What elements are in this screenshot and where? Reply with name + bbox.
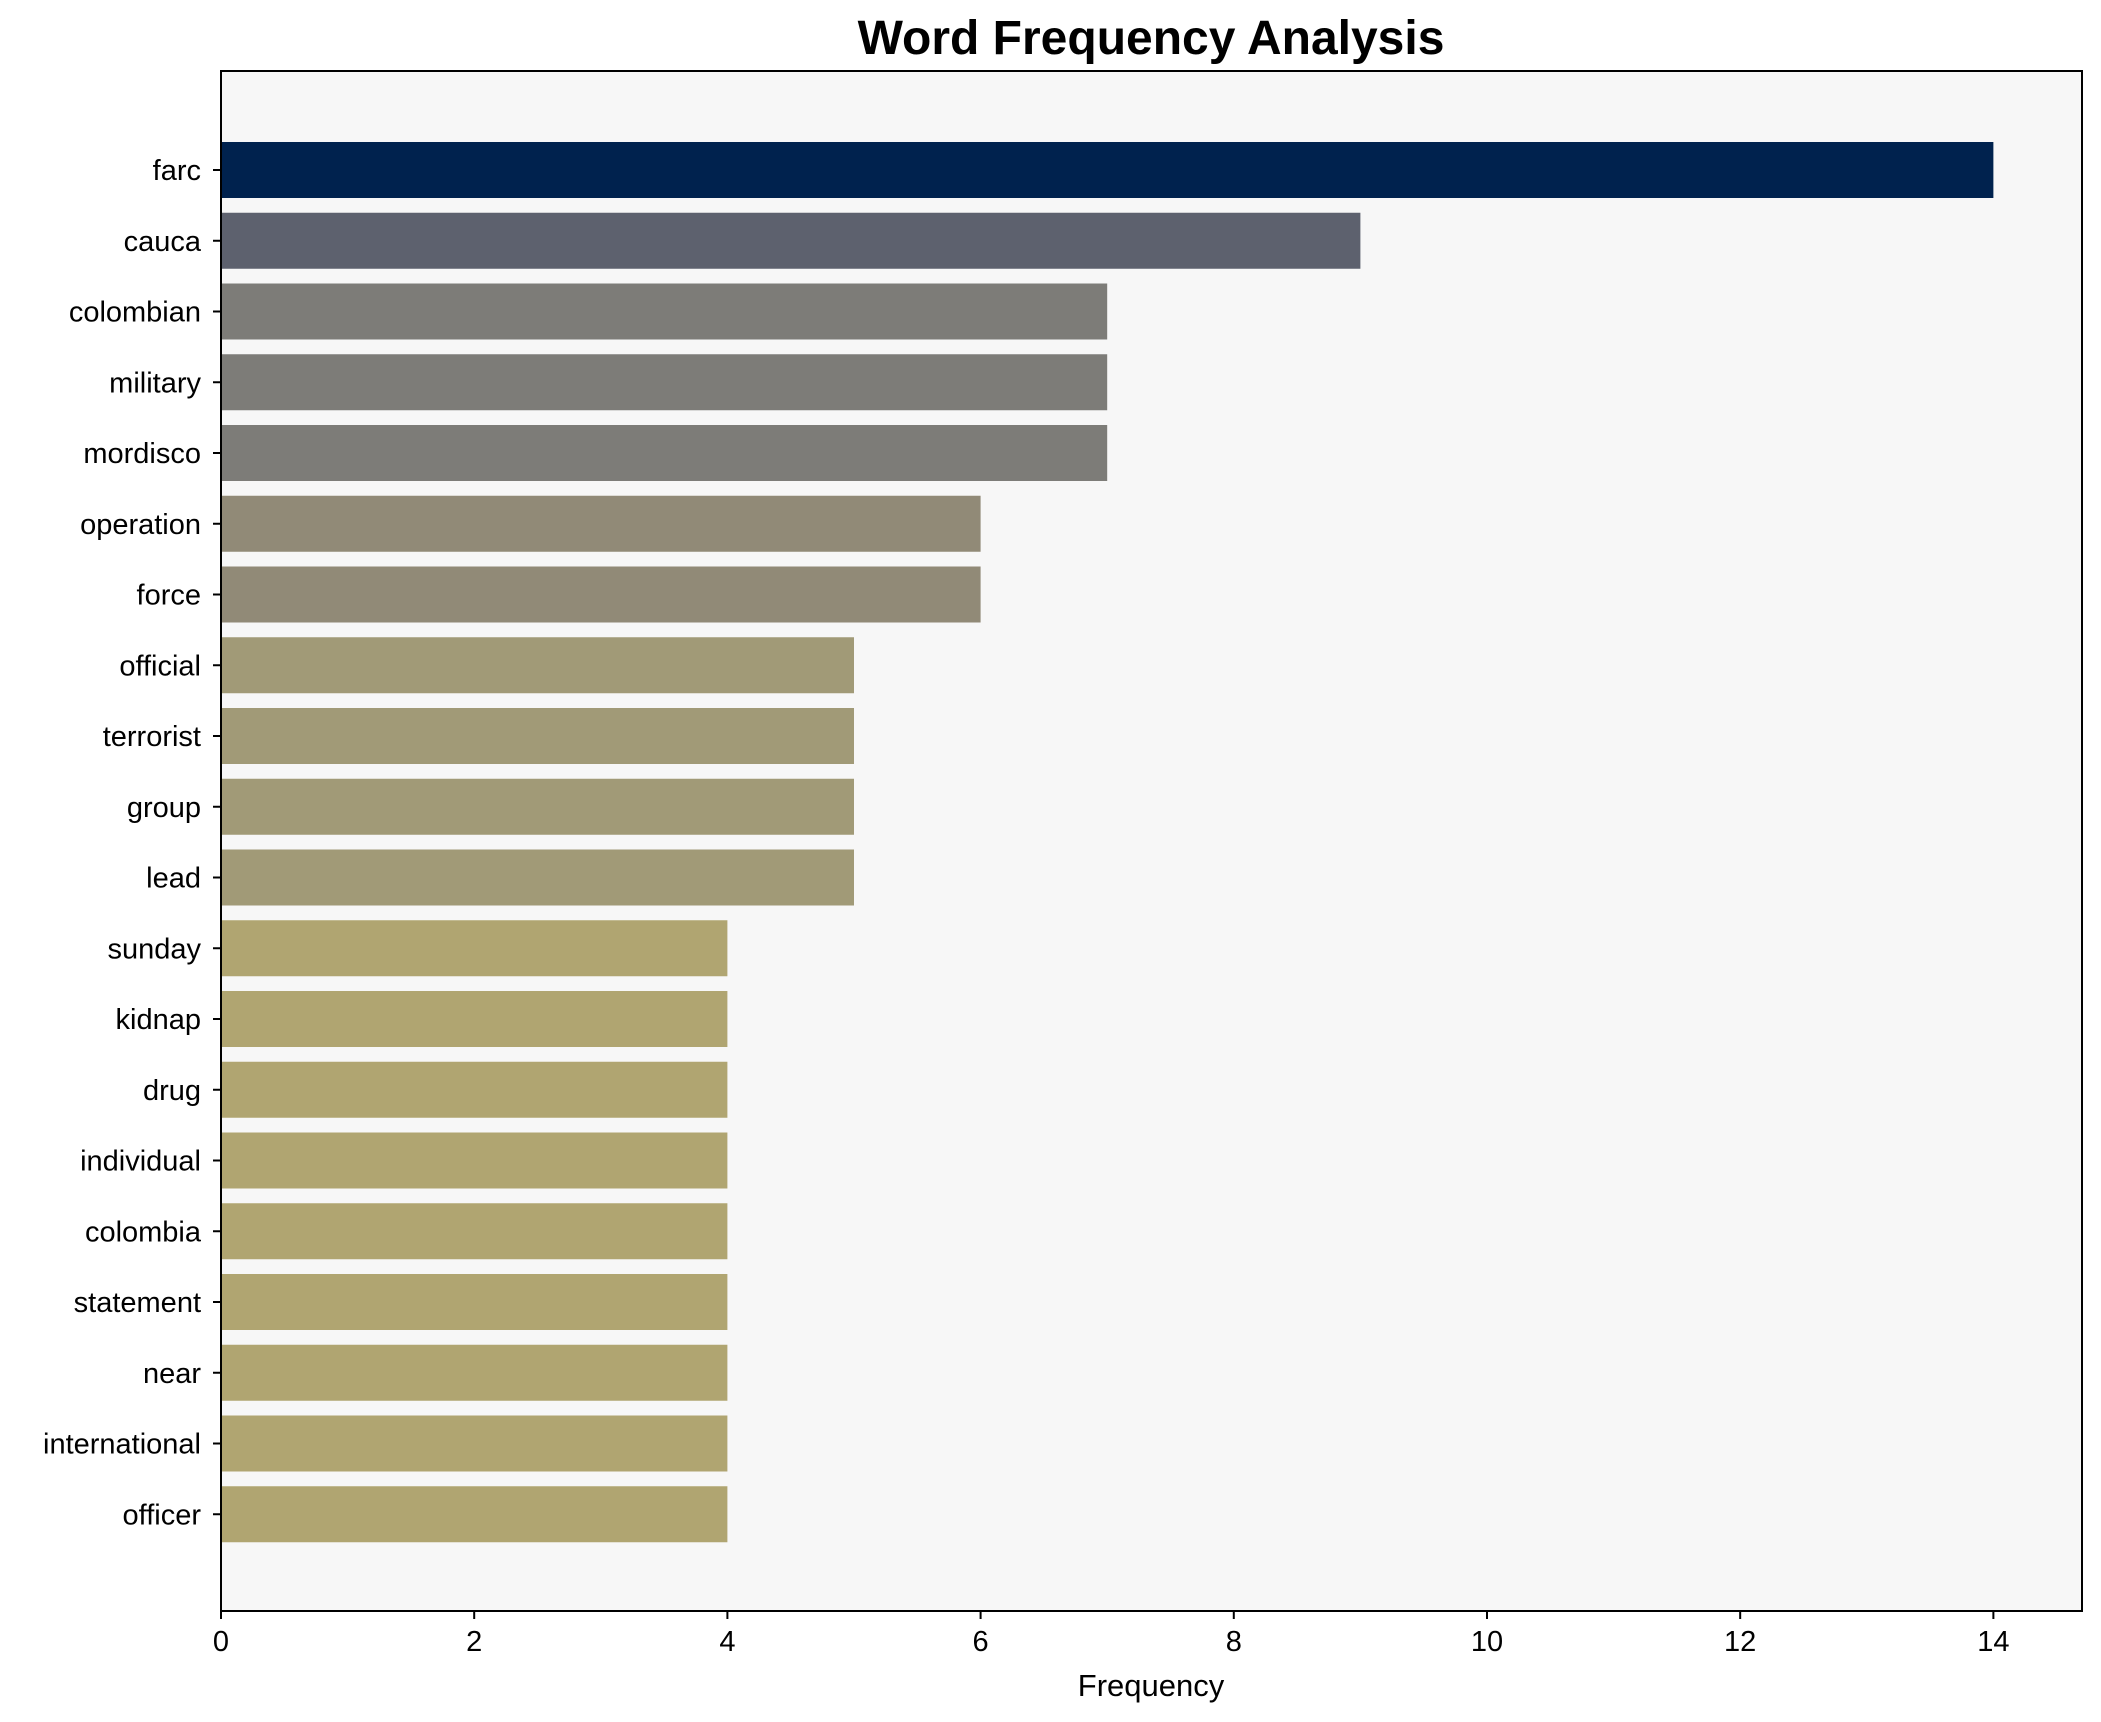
x-axis-title: Frequency [1078,1668,1225,1703]
x-tick-label: 14 [1977,1626,2009,1658]
y-tick-label-colombian: colombian [69,297,201,329]
bar-official [221,637,854,694]
bar-operation [221,495,981,552]
x-tick-label: 10 [1471,1626,1503,1658]
chart-title: Word Frequency Analysis [858,12,1445,65]
x-tick-label: 12 [1724,1626,1756,1658]
bar-international [221,1415,728,1472]
y-tick-label-officer: officer [123,1499,202,1531]
bar-cauca [221,212,1361,269]
y-tick-label-military: military [109,367,201,399]
bar-military [221,354,1108,411]
y-tick-label-mordisco: mordisco [83,438,201,470]
bar-near [221,1344,728,1401]
y-tick-label-near: near [143,1358,201,1390]
plot-frame [220,70,2083,1612]
y-tick-label-international: international [43,1429,201,1461]
bar-sunday [221,920,728,977]
y-tick-label-individual: individual [80,1146,201,1178]
y-tick-label-group: group [127,792,201,824]
y-tick-label-lead: lead [146,863,201,895]
bar-farc [221,142,1994,198]
bar-mordisco [221,425,1108,481]
y-tick-label-sunday: sunday [107,933,201,965]
x-tick-label: 0 [213,1626,229,1658]
bar-drug [221,1061,728,1118]
x-tick-label: 4 [719,1626,735,1658]
bar-officer [221,1486,728,1543]
y-axis-ticks: farc cauca colombian military mordisco operat… [43,155,221,1531]
bar-group [221,778,854,835]
bar-lead [221,849,854,906]
x-tick-label: 8 [1226,1626,1242,1658]
x-tick-label: 2 [466,1626,482,1658]
y-tick-label-farc: farc [153,155,201,187]
x-axis-ticks: 0 2 4 6 8 10 12 14 [213,1611,2010,1658]
y-tick-label-cauca: cauca [124,226,202,258]
bar-statement [221,1274,728,1330]
bar-kidnap [221,991,728,1047]
y-tick-label-statement: statement [74,1287,201,1319]
x-tick-label: 6 [973,1626,989,1658]
bar-terrorist [221,708,854,764]
bar-colombia [221,1203,728,1260]
bar-colombian [221,283,1108,340]
y-tick-label-colombia: colombia [85,1216,202,1248]
y-tick-label-terrorist: terrorist [103,721,201,753]
bars-group [221,142,1994,1543]
y-tick-label-force: force [137,580,201,612]
bar-force [221,566,981,623]
bar-individual [221,1132,728,1189]
y-tick-label-kidnap: kidnap [116,1004,201,1036]
y-tick-label-official: official [119,650,201,682]
y-tick-label-operation: operation [80,509,201,541]
y-tick-label-drug: drug [143,1075,201,1107]
